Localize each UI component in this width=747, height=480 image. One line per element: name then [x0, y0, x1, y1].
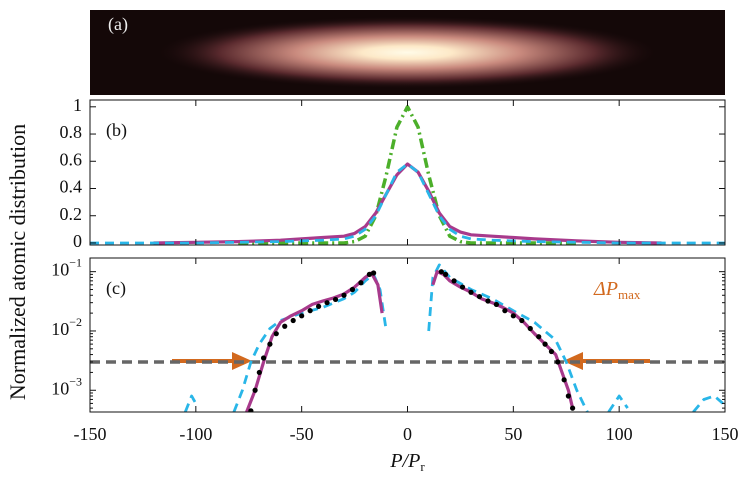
y-tick-label: 0.6 — [60, 149, 83, 169]
y-tick-label: 0.2 — [60, 204, 83, 224]
data-dot — [485, 298, 491, 304]
data-dot — [307, 308, 313, 314]
data-dot — [252, 387, 258, 393]
y-tick-exponent: −1 — [69, 255, 82, 269]
data-dot — [493, 301, 499, 308]
plot-area — [90, 263, 725, 412]
atom-cloud — [157, 16, 658, 89]
data-dot — [324, 300, 330, 306]
x-tick-label: 50 — [504, 424, 522, 444]
data-dot — [267, 341, 273, 347]
data-dot — [260, 355, 267, 361]
y-tick-label: 1 — [73, 95, 82, 115]
data-dot — [443, 271, 449, 277]
data-dot — [282, 323, 288, 329]
y-tick-exponent: −2 — [69, 315, 82, 329]
data-dot — [248, 408, 254, 412]
data-dot — [290, 317, 296, 324]
y-tick-label: 10−3 — [51, 374, 82, 398]
data-dot — [502, 308, 508, 314]
data-dot — [332, 296, 339, 303]
panel-label: (b) — [106, 120, 127, 141]
data-dot — [459, 284, 466, 290]
data-dot — [349, 286, 356, 293]
y-tick-base: 10 — [51, 378, 69, 398]
data-dot — [476, 293, 483, 300]
data-dot — [570, 405, 576, 411]
data-dot — [451, 278, 457, 284]
y-tick-base: 10 — [51, 319, 69, 339]
data-dot — [542, 341, 548, 347]
axes-frame — [89, 99, 726, 246]
data-dot — [548, 348, 555, 355]
axes-frame — [89, 257, 726, 413]
panel-label: (c) — [106, 278, 126, 299]
annotation-sub: max — [618, 287, 641, 302]
data-dot — [366, 271, 372, 277]
annotation-main: ΔP — [593, 278, 618, 300]
data-dot — [316, 303, 322, 309]
data-line — [153, 162, 662, 245]
data-dot — [468, 289, 474, 295]
data-dot — [555, 359, 561, 365]
data-dot — [371, 270, 377, 276]
y-tick-base: 10 — [51, 260, 69, 280]
x-label-sub: r — [420, 459, 425, 474]
x-label-main: P/P — [389, 450, 420, 472]
y-axis-label: Normalized atomic distribution — [5, 124, 30, 400]
data-dot — [256, 369, 262, 376]
data-dot — [358, 280, 364, 286]
data-dot — [561, 377, 567, 383]
y-tick-label: 10−2 — [51, 315, 82, 339]
x-tick-label: -150 — [74, 424, 107, 444]
x-tick-label: -100 — [179, 424, 212, 444]
x-tick-label: 0 — [403, 424, 412, 444]
data-dot — [341, 292, 347, 298]
data-dot — [510, 313, 516, 319]
data-line — [183, 263, 724, 412]
data-dot — [273, 331, 279, 337]
data-line — [90, 162, 725, 245]
y-tick-label: 0.4 — [60, 177, 83, 197]
data-dot — [565, 393, 571, 399]
data-dot — [527, 325, 533, 332]
x-tick-label: 150 — [712, 424, 739, 444]
panel-label: (a) — [108, 14, 128, 35]
y-tick-label: 0 — [73, 231, 82, 251]
data-dot — [299, 313, 305, 319]
x-tick-label: 100 — [606, 424, 633, 444]
data-line — [245, 270, 575, 412]
data-dot — [536, 334, 542, 340]
x-axis-label: P/Pr — [389, 450, 425, 474]
y-tick-label: 10−1 — [51, 255, 82, 279]
data-line — [238, 105, 577, 245]
y-tick-exponent: −3 — [69, 374, 82, 388]
x-tick-label: -50 — [290, 424, 314, 444]
data-dot — [438, 269, 444, 275]
data-dot — [519, 317, 525, 324]
plot-area — [90, 105, 725, 245]
y-tick-label: 0.8 — [60, 122, 83, 142]
annotation: ΔPmax — [593, 278, 641, 302]
